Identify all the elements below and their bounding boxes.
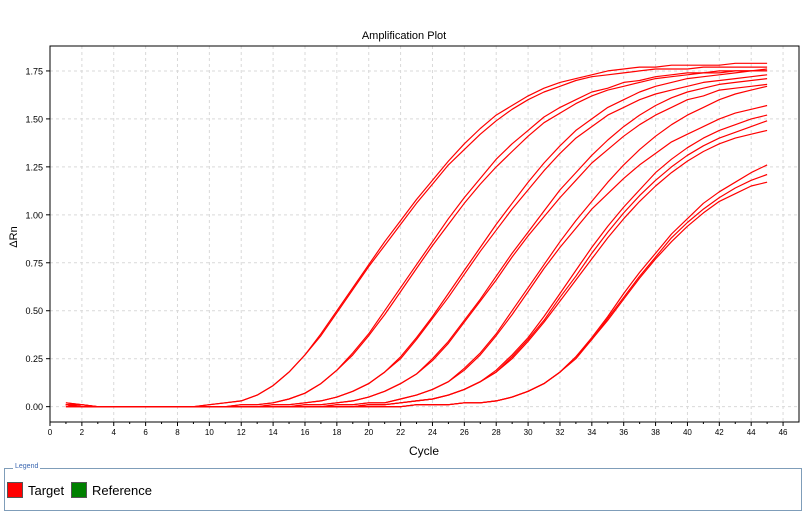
- y-tick-label: 0.75: [25, 258, 43, 268]
- x-tick-label: 4: [112, 428, 117, 437]
- grid: [50, 46, 799, 422]
- series-group: [65, 62, 768, 408]
- x-tick-label: 46: [779, 428, 788, 437]
- amplification-curve-14[interactable]: [65, 164, 768, 408]
- legend-label-target: Target: [28, 482, 65, 498]
- amplification-curve-2[interactable]: [65, 66, 768, 408]
- amplification-curve-5[interactable]: [65, 70, 768, 408]
- x-tick-label: 6: [143, 428, 148, 437]
- legend-item-target[interactable]: Target: [7, 481, 64, 499]
- x-tick-label: 24: [428, 428, 437, 437]
- legend-swatch-target: [7, 482, 23, 498]
- legend-label-reference: Reference: [92, 482, 152, 498]
- plot-frame: [49, 45, 800, 423]
- x-axis-label: Cycle: [409, 444, 439, 458]
- amplification-curve-4[interactable]: [65, 70, 768, 408]
- y-axis-label: ΔRn: [8, 226, 20, 247]
- amplification-curve-10[interactable]: [65, 104, 768, 408]
- legend-item-reference[interactable]: Reference: [71, 481, 152, 499]
- x-tick-label: 40: [683, 428, 692, 437]
- x-tick-label: 10: [205, 428, 214, 437]
- x-tick-label: 18: [332, 428, 341, 437]
- x-tick-label: 38: [651, 428, 660, 437]
- x-tick-label: 26: [460, 428, 469, 437]
- y-tick-label: 1.75: [25, 66, 43, 76]
- amplification-curve-11[interactable]: [65, 114, 768, 408]
- x-tick-label: 12: [237, 428, 246, 437]
- x-tick-label: 14: [269, 428, 278, 437]
- amplification-curve-7[interactable]: [65, 78, 768, 408]
- x-tick-label: 22: [396, 428, 405, 437]
- amplification-curve-1[interactable]: [65, 62, 768, 408]
- legend-title: Legend: [13, 463, 41, 470]
- x-tick-label: 44: [747, 428, 756, 437]
- x-tick-label: 32: [556, 428, 565, 437]
- legend: Legend Target Reference: [4, 463, 802, 511]
- amplification-curve-6[interactable]: [65, 74, 768, 408]
- x-tick-label: 36: [619, 428, 628, 437]
- x-tick-label: 0: [48, 428, 53, 437]
- y-tick-label: 0.25: [25, 354, 43, 364]
- amplification-curve-16[interactable]: [65, 181, 768, 408]
- y-tick-label: 1.25: [25, 162, 43, 172]
- y-tick-label: 0.00: [25, 402, 43, 412]
- x-tick-label: 34: [587, 428, 596, 437]
- x-tick-label: 42: [715, 428, 724, 437]
- y-tick-label: 1.50: [25, 114, 43, 124]
- amplification-curve-15[interactable]: [65, 173, 768, 408]
- x-tick-label: 20: [364, 428, 373, 437]
- amplification-curve-3[interactable]: [65, 68, 768, 408]
- y-tick-label: 1.00: [25, 210, 43, 220]
- x-tick-label: 30: [524, 428, 533, 437]
- legend-swatch-reference: [71, 482, 87, 498]
- amplification-plot: Amplification Plot Cycle ΔRn 0 2 4 6 8 10 12 14…: [8, 30, 800, 458]
- chart-title: Amplification Plot: [362, 30, 446, 42]
- x-tick-label: 16: [301, 428, 310, 437]
- x-tick-label: 28: [492, 428, 501, 437]
- x-tick-label: 2: [80, 428, 85, 437]
- y-tick-label: 0.50: [25, 306, 43, 316]
- axis-ticks: 0 2 4 6 8 10 12 14 16 18 20 22 24 26 28 30 32 34 36 38 40 42 4…: [25, 66, 788, 437]
- x-tick-label: 8: [175, 428, 180, 437]
